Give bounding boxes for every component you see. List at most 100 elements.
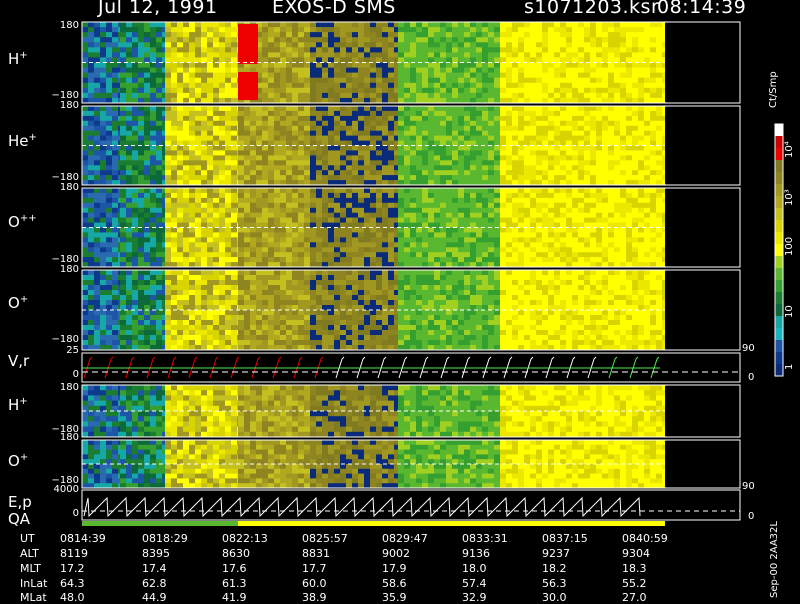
panel-opp-cell — [482, 213, 489, 218]
panel-opp-cell — [328, 198, 335, 203]
panel-opp-cell — [156, 198, 163, 203]
panel-opp-cell — [201, 208, 208, 213]
panel-he-cell — [334, 111, 341, 116]
panel-he-cell — [476, 106, 483, 111]
panel-h-cell — [626, 63, 633, 69]
panel-h-cell — [138, 42, 145, 48]
panel-he-cell — [476, 126, 483, 131]
panel-opp-cell — [189, 232, 196, 237]
panel-he-cell — [488, 126, 495, 131]
panel-h-cell — [602, 52, 609, 58]
panel-he-cell — [620, 175, 627, 180]
panel-opp-cell — [488, 232, 495, 237]
panel-opp-cell — [106, 242, 113, 247]
panel-he-cell — [322, 165, 329, 170]
panel-he-cell — [404, 126, 411, 131]
panel-he-cell — [352, 116, 359, 121]
panel-he-cell — [388, 165, 395, 170]
panel-opp-cell — [578, 257, 585, 262]
panel-he-cell — [590, 146, 597, 151]
panel-opp-cell — [358, 252, 365, 257]
panel-h-cell — [476, 52, 483, 58]
panel-h-cell — [150, 22, 157, 28]
panel-opp-cell — [195, 213, 202, 218]
panel-opp-cell — [620, 237, 627, 242]
panel-opp-cell — [268, 188, 275, 193]
panel-opp-cell — [518, 232, 525, 237]
panel-h-cell — [530, 37, 537, 43]
panel-h-cell — [225, 47, 232, 53]
panel-h-cell — [554, 73, 561, 79]
panel-h-cell — [572, 83, 579, 89]
panel-he-cell — [162, 170, 166, 175]
panel-op-cell — [88, 310, 95, 316]
panel-opp-cell — [370, 188, 377, 193]
panel-h-cell — [656, 78, 663, 84]
panel-he-cell — [548, 126, 555, 131]
panel-he-cell — [112, 116, 119, 121]
panel-h-cell — [410, 68, 417, 74]
panel-opp-cell — [316, 198, 323, 203]
panel-opp-cell — [512, 213, 519, 218]
panel-he-cell — [376, 170, 383, 175]
panel-he-cell — [548, 160, 555, 165]
panel-he-cell — [644, 106, 651, 111]
panel-op-cell — [132, 310, 139, 316]
panel-opp-cell — [286, 247, 293, 252]
panel-he-cell — [440, 155, 447, 160]
panel-h-cell — [156, 22, 163, 28]
panel-he-cell — [530, 155, 537, 160]
panel-h-cell — [398, 52, 405, 58]
panel-he-cell — [656, 170, 663, 175]
panel-opp-cell — [268, 208, 275, 213]
panel-opp-cell — [394, 203, 399, 208]
panel-he-cell — [334, 136, 341, 141]
panel-opp-cell — [328, 242, 335, 247]
panel-opp-cell — [416, 247, 423, 252]
panel-opp-cell — [416, 257, 423, 262]
panel-opp-cell — [524, 213, 531, 218]
panel-opp-cell — [82, 237, 89, 242]
panel-h-cell — [150, 78, 157, 84]
panel-he-cell — [183, 126, 190, 131]
panel-h-cell — [334, 42, 341, 48]
panel-he-cell — [554, 175, 561, 180]
panel-opp-cell — [280, 203, 287, 208]
panel-he-cell — [316, 146, 323, 151]
panel-h-cell — [286, 42, 293, 48]
panel-opp-cell — [250, 252, 257, 257]
panel-he-cell — [572, 106, 579, 111]
panel-h-cell — [440, 47, 447, 53]
panel-opp-cell — [518, 198, 525, 203]
panel-h-cell — [376, 32, 383, 38]
panel-opp-cell — [262, 247, 269, 252]
panel-he-cell — [590, 121, 597, 126]
panel-opp-cell — [334, 247, 341, 252]
panel-he-cell — [304, 160, 311, 165]
panel-opp-cell — [177, 218, 184, 223]
panel-h-cell — [195, 22, 202, 28]
panel-he-cell — [328, 126, 335, 131]
panel-h-cell — [262, 83, 269, 89]
panel-h-cell — [358, 27, 365, 33]
panel-opp-cell — [120, 188, 127, 193]
panel-opp-cell — [382, 193, 389, 198]
panel-he-cell — [120, 160, 127, 165]
panel-op-cell — [112, 270, 119, 276]
panel-he-cell — [280, 155, 287, 160]
panel-h-cell — [464, 83, 471, 89]
panel-h-cell — [476, 83, 483, 89]
panel-h-cell — [452, 22, 459, 28]
panel-he-cell — [238, 165, 245, 170]
panel-opp-cell — [231, 218, 238, 223]
panel-opp-cell — [340, 188, 347, 193]
panel-he-cell — [292, 106, 299, 111]
panel-op-cell — [88, 315, 95, 321]
panel-opp-cell — [346, 232, 353, 237]
panel-h-cell — [530, 22, 537, 28]
panel-h-cell — [446, 83, 453, 89]
panel-he-cell — [422, 121, 429, 126]
panel-h-cell — [352, 27, 359, 33]
panel-he-cell — [394, 155, 399, 160]
panel-h-cell — [120, 93, 127, 99]
